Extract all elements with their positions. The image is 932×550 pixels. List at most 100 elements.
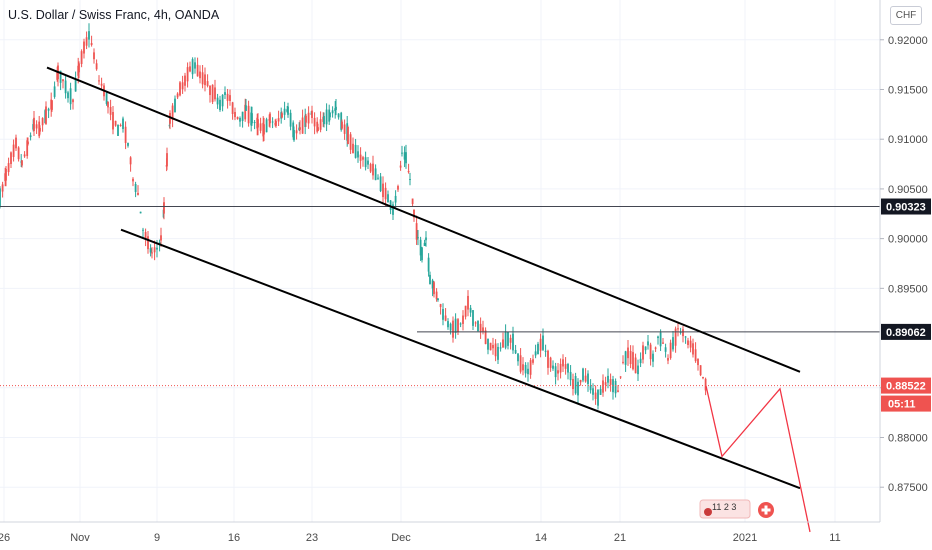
candle-body xyxy=(41,118,44,126)
candle xyxy=(472,310,474,330)
candle-body xyxy=(39,127,41,132)
candle xyxy=(604,376,607,392)
candle xyxy=(114,120,117,127)
candle-body xyxy=(552,365,554,369)
candle-body xyxy=(163,202,165,214)
candle xyxy=(201,64,204,89)
candle xyxy=(231,101,234,120)
candle xyxy=(664,343,667,358)
candle xyxy=(325,103,328,132)
candle-body xyxy=(433,282,435,295)
swiss-flag-icon[interactable] xyxy=(758,502,774,518)
candle-body xyxy=(229,95,231,101)
candle-body xyxy=(479,323,482,333)
candle xyxy=(699,365,702,377)
candle-body xyxy=(452,320,454,338)
candle-body xyxy=(534,351,537,356)
candle xyxy=(444,308,447,322)
candle xyxy=(512,326,514,354)
candle-body xyxy=(341,121,343,129)
candle-body xyxy=(112,112,114,130)
candle xyxy=(23,151,26,158)
candle-body xyxy=(132,178,134,182)
candle-body xyxy=(529,360,532,375)
candle xyxy=(72,98,74,110)
candle xyxy=(435,288,438,302)
candle-body xyxy=(497,346,499,360)
candle xyxy=(206,74,209,88)
horizontal-levels[interactable] xyxy=(0,206,880,387)
x-tick-label-9: 11 xyxy=(829,532,840,544)
candle-body xyxy=(305,115,307,123)
candle-body xyxy=(559,363,562,373)
candle xyxy=(317,123,319,132)
candle xyxy=(564,357,567,375)
price-axis[interactable]: 0.92000 0.91500 0.91000 0.90500 0.90000 0.895… xyxy=(880,35,928,494)
candle xyxy=(682,326,684,343)
candle-body xyxy=(614,380,617,394)
candle-body xyxy=(667,357,669,361)
candle-body xyxy=(224,92,226,95)
candle xyxy=(307,106,310,129)
candle-body xyxy=(26,140,29,156)
candle-body xyxy=(5,168,7,181)
candle xyxy=(147,230,149,254)
candle xyxy=(519,348,522,374)
projection-path[interactable] xyxy=(705,385,811,533)
candle xyxy=(379,172,382,193)
candle-body xyxy=(403,152,406,160)
projection-line xyxy=(705,385,811,533)
candle xyxy=(669,339,672,360)
candle xyxy=(107,101,109,114)
candle xyxy=(134,181,137,198)
candle-body xyxy=(263,124,265,135)
countdown-tag-bg xyxy=(881,395,931,412)
descending-channel[interactable] xyxy=(46,66,801,490)
candle xyxy=(90,35,93,47)
candle xyxy=(454,313,457,339)
candle xyxy=(597,389,599,410)
events-badge[interactable]: 11 2 3 xyxy=(699,499,751,519)
candle-body xyxy=(295,130,298,134)
candle-body xyxy=(144,232,147,240)
candle-body xyxy=(349,134,352,150)
candle xyxy=(343,119,346,140)
candle-body xyxy=(151,252,153,254)
candle-body xyxy=(532,359,534,363)
time-axis[interactable]: 26 Nov 9 16 23 Dec 14 21 2021 11 xyxy=(0,532,841,544)
candle-body xyxy=(153,247,156,253)
candle xyxy=(524,362,527,378)
candle-body xyxy=(62,79,64,82)
x-tick-label-1: Nov xyxy=(70,532,90,544)
candle-body xyxy=(405,152,407,164)
candle xyxy=(617,385,619,393)
candle-body xyxy=(539,338,542,351)
candle xyxy=(301,109,304,134)
candle xyxy=(559,358,562,379)
candle-body xyxy=(567,363,569,373)
candle xyxy=(514,344,517,355)
candle xyxy=(572,373,574,396)
candle-body xyxy=(23,154,26,157)
candle-body xyxy=(1,184,4,192)
candle-body xyxy=(15,137,17,149)
candle-body xyxy=(449,323,452,331)
candle-body xyxy=(587,373,589,385)
candle xyxy=(697,358,699,371)
candle xyxy=(509,334,512,350)
candle xyxy=(562,354,564,373)
candle-body xyxy=(186,67,189,82)
candle-body xyxy=(469,307,472,313)
candle xyxy=(271,117,274,129)
candle-body xyxy=(369,164,372,172)
candle-body xyxy=(374,168,377,181)
candle-body xyxy=(489,342,492,351)
candle xyxy=(191,57,194,79)
candle-body xyxy=(692,343,694,355)
candle-body xyxy=(27,141,29,145)
candle xyxy=(457,317,459,336)
candle xyxy=(399,160,402,171)
candle-body xyxy=(88,31,90,40)
currency-button[interactable]: CHF xyxy=(890,6,922,25)
